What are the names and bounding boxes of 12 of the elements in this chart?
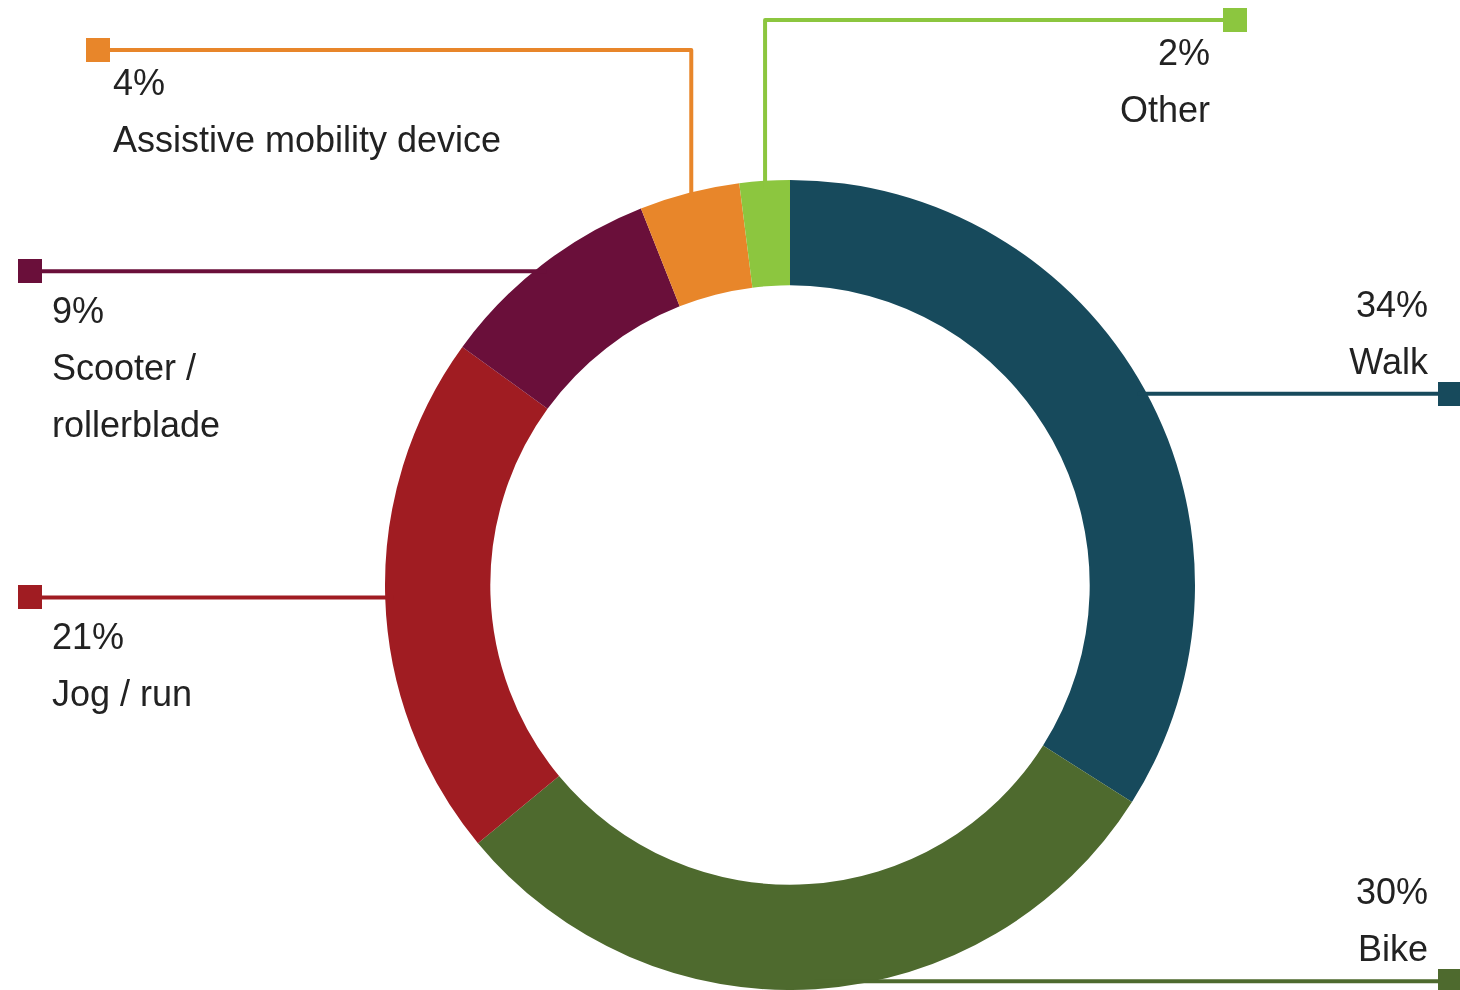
slice-label: Assistive mobility device: [113, 119, 502, 160]
data-label: 4%: [113, 62, 166, 103]
slice-label: Jog / run: [52, 673, 193, 715]
data-label: 21%: [52, 616, 125, 658]
slice-label: Walk: [1349, 340, 1429, 382]
data-label: 9%: [52, 290, 105, 332]
slice-label: Scooter / rollerblade: [52, 347, 221, 446]
data-label: 30%: [1355, 871, 1428, 913]
slice-label: Other: [1119, 89, 1210, 130]
data-label: 34%: [1355, 283, 1428, 325]
slice-label: Bike: [1357, 928, 1428, 970]
data-label: 2%: [1157, 32, 1210, 73]
